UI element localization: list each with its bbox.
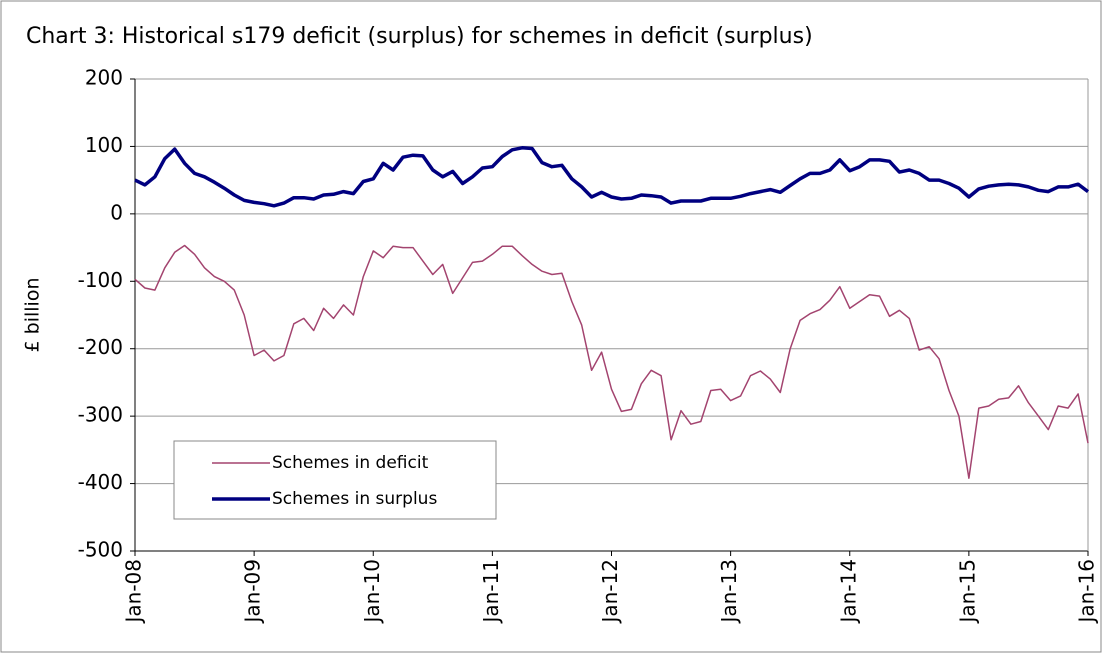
x-tick-label: Jan-10 bbox=[360, 559, 384, 625]
y-tick-label: -500 bbox=[78, 538, 123, 562]
series-line bbox=[134, 244, 1089, 479]
y-tick-label: 200 bbox=[85, 66, 123, 90]
x-tick-label: Jan-11 bbox=[479, 559, 503, 625]
x-tick-label: Jan-14 bbox=[836, 559, 860, 625]
legend-label: Schemes in deficit bbox=[272, 453, 429, 473]
x-tick-label: Jan-12 bbox=[598, 559, 622, 625]
series-line bbox=[134, 146, 1090, 208]
x-tick-label: Jan-16 bbox=[1075, 559, 1099, 625]
legend-box bbox=[173, 440, 497, 520]
y-tick-label: -200 bbox=[78, 335, 123, 359]
x-tick-label: Jan-08 bbox=[122, 559, 146, 625]
y-tick-label: 100 bbox=[85, 133, 123, 157]
y-axis-label: £ billion bbox=[22, 278, 44, 353]
x-tick-label: Jan-09 bbox=[241, 559, 265, 625]
y-tick-label: -100 bbox=[78, 268, 123, 292]
x-tick-label: Jan-13 bbox=[717, 559, 741, 625]
y-tick-label: -300 bbox=[78, 403, 123, 427]
y-tick-label: -400 bbox=[78, 470, 123, 494]
y-tick-label: 0 bbox=[110, 200, 123, 224]
x-tick-label: Jan-15 bbox=[955, 559, 979, 625]
chart-title: Chart 3: Historical s179 deficit (surplu… bbox=[26, 24, 813, 49]
legend-label: Schemes in surplus bbox=[272, 489, 437, 509]
